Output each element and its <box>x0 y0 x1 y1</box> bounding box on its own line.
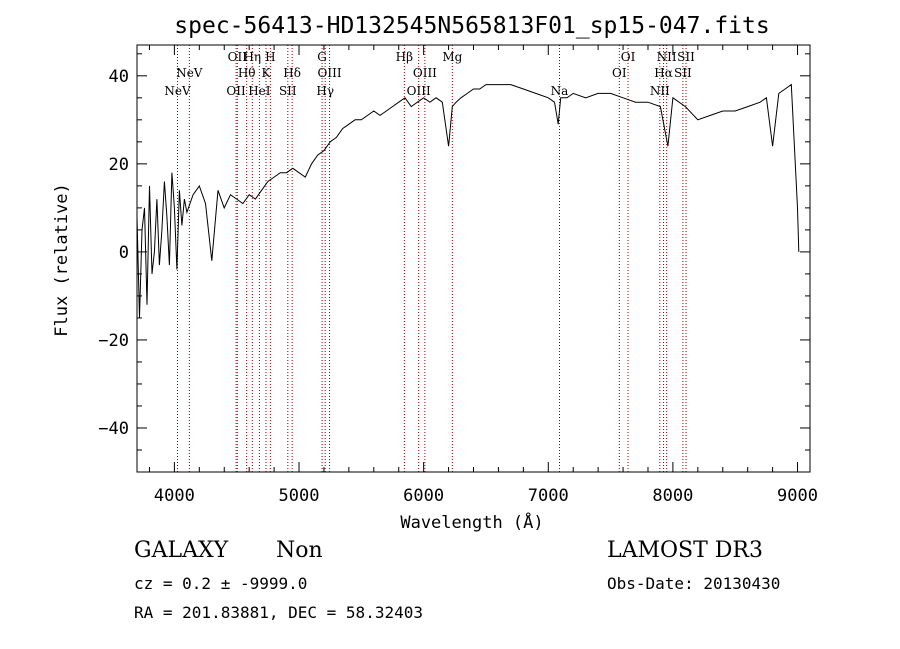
y-tick-label: −40 <box>98 419 129 439</box>
line-label-17: Mg <box>442 50 462 64</box>
line-label-14: Hβ <box>396 50 413 64</box>
x-tick-label: 8000 <box>652 486 693 506</box>
line-label-3: OII <box>228 50 248 64</box>
y-axis-label: Flux (relative) <box>52 183 72 337</box>
line-label-22: Hα <box>654 66 673 80</box>
object-subclass: Non <box>276 538 323 563</box>
object-class: GALAXY <box>134 538 229 563</box>
line-label-23: NII <box>657 50 677 64</box>
line-label-1: NeV <box>176 66 203 80</box>
plot-frame <box>136 44 811 473</box>
line-label-19: OI <box>612 66 627 80</box>
line-label-20: OI <box>621 50 636 64</box>
line-label-24: SII <box>674 66 692 80</box>
line-label-15: OIII <box>407 84 431 98</box>
line-label-12: Hγ <box>316 84 334 98</box>
observation-date: Obs-Date: 20130430 <box>607 574 781 593</box>
emission-line-markers <box>177 45 687 472</box>
coordinates: RA = 201.83881, DEC = 58.32403 <box>134 603 423 622</box>
x-tick-label: 7000 <box>528 486 569 506</box>
line-label-4: Hθ <box>238 66 256 80</box>
line-label-13: OIII <box>318 66 342 80</box>
y-tick-label: 40 <box>109 67 129 87</box>
line-label-9: SII <box>279 84 297 98</box>
emission-line-labels: NeVNeVOIIOIIHθHηHeIKHSIIHδGHγOIIIHβOIIIO… <box>164 50 695 98</box>
line-label-18: Na <box>551 84 569 98</box>
chart-title: spec-56413-HD132545N565813F01_sp15-047.f… <box>174 13 769 39</box>
redshift-readout: cz = 0.2 ± -9999.0 <box>134 574 308 593</box>
line-label-21: NII <box>650 84 670 98</box>
y-tick-label: 0 <box>119 243 129 263</box>
x-tick-label: 5000 <box>279 486 320 506</box>
line-label-7: K <box>262 66 272 80</box>
y-tick-label: −20 <box>98 331 129 351</box>
line-label-6: HeI <box>248 84 271 98</box>
line-label-10: Hδ <box>283 66 301 80</box>
line-label-8: H <box>265 50 275 64</box>
line-label-11: G <box>317 50 327 64</box>
x-axis-label: Wavelength (Å) <box>400 511 543 533</box>
survey-name: LAMOST DR3 <box>607 538 763 563</box>
x-tick-label: 6000 <box>403 486 444 506</box>
line-label-2: OII <box>226 84 246 98</box>
line-label-16: OIII <box>413 66 437 80</box>
line-label-5: Hη <box>243 50 261 64</box>
y-axis: −40 −20 0 20 40 <box>98 53 810 473</box>
x-tick-label: 9000 <box>777 486 818 506</box>
x-tick-label: 4000 <box>154 486 195 506</box>
line-label-0: NeV <box>164 84 191 98</box>
line-label-25: SII <box>677 50 695 64</box>
y-tick-label: 20 <box>109 155 129 175</box>
x-axis: 4000 5000 6000 7000 8000 9000 <box>148 45 818 506</box>
spectrum-series-line <box>136 83 800 318</box>
